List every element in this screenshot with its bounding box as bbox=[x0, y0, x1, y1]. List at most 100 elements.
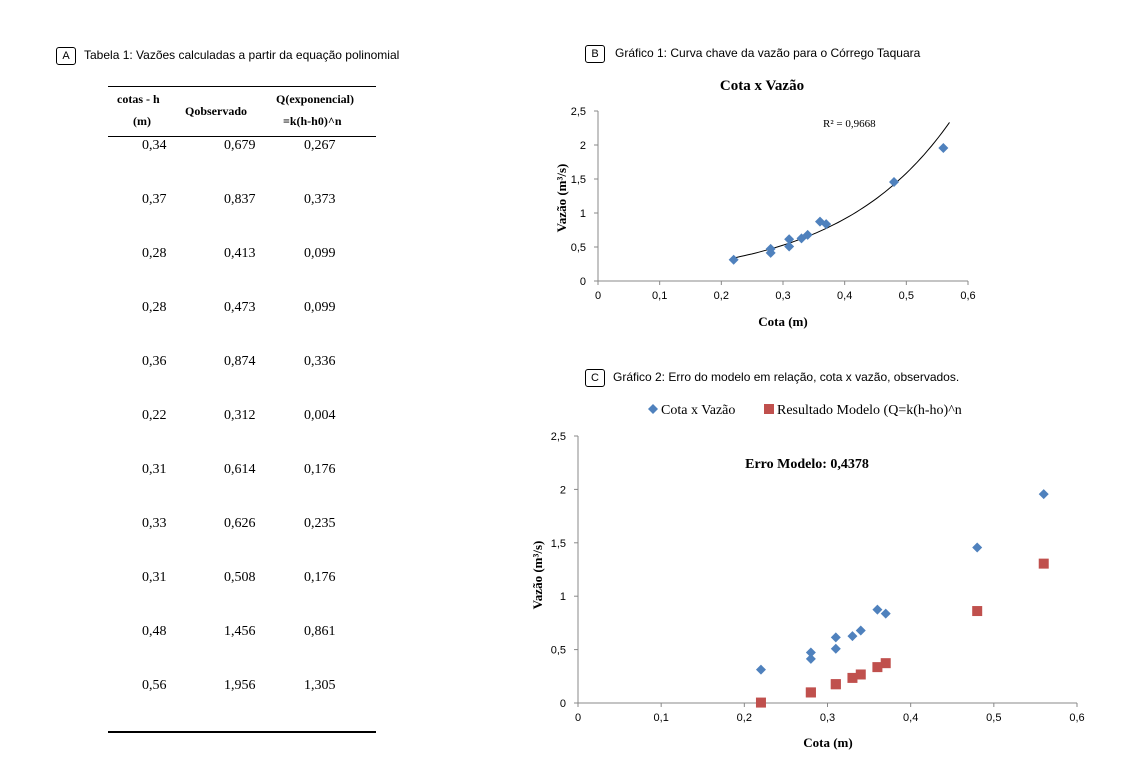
cell-qobservado: 0,874 bbox=[224, 354, 256, 369]
chart-1-caption: Gráfico 1: Curva chave da vazão para o C… bbox=[615, 46, 921, 60]
chart-2-observed-point bbox=[830, 643, 841, 654]
cell-qexponencial: 0,336 bbox=[304, 354, 336, 369]
header-cotas: cotas - h bbox=[117, 92, 160, 106]
chart-2-observed-point bbox=[972, 542, 983, 553]
table-header-rule bbox=[108, 136, 376, 137]
cell-qobservado: 0,413 bbox=[224, 246, 256, 261]
chart-1-y-tick-label: 1,5 bbox=[571, 174, 586, 186]
cell-qexponencial: 0,235 bbox=[304, 516, 336, 531]
chart-2-model-point bbox=[855, 669, 866, 680]
cell-qexponencial: 0,004 bbox=[304, 408, 336, 423]
chart-1-point bbox=[815, 216, 825, 227]
legend-series-1-label: Cota x Vazão bbox=[661, 403, 735, 418]
chart-1-x-tick-label: 0,6 bbox=[960, 290, 975, 302]
chart-2-observed-point bbox=[847, 631, 858, 642]
chart-1-point bbox=[821, 219, 832, 230]
chart-1-point bbox=[765, 243, 776, 254]
cell-qobservado: 1,956 bbox=[224, 678, 256, 693]
chart-1-y-tick-label: 1 bbox=[580, 208, 586, 220]
panel-a-tag: A bbox=[56, 47, 76, 65]
chart-2-observed-point bbox=[872, 604, 883, 615]
chart-1-y-tick-label: 0,5 bbox=[571, 242, 586, 254]
legend-diamond-marker bbox=[648, 404, 658, 414]
chart-1-point bbox=[796, 233, 807, 244]
chart-1-x-tick-label: 0,3 bbox=[775, 290, 790, 302]
chart-1-x-tick-label: 0 bbox=[595, 290, 601, 302]
chart-2-observed-point bbox=[880, 608, 891, 619]
chart-2-x-tick-label: 0,4 bbox=[903, 712, 918, 724]
chart-2-model-point bbox=[972, 606, 983, 617]
chart-2-observed-point bbox=[830, 632, 841, 643]
table-top-rule bbox=[108, 86, 376, 87]
chart-1-title: Cota x Vazão bbox=[720, 78, 804, 94]
chart-2-x-tick-label: 0,6 bbox=[1069, 712, 1084, 724]
chart-2-y-tick-label: 1,5 bbox=[551, 538, 566, 550]
cell-cota: 0,34 bbox=[142, 138, 167, 153]
chart-2-y-label: Vazão (m³/s) bbox=[530, 541, 545, 610]
table-caption: Tabela 1: Vazões calculadas a partir da … bbox=[84, 48, 400, 62]
chart-2-caption: Gráfico 2: Erro do modelo em relação, co… bbox=[613, 370, 960, 384]
chart-2-y-tick-label: 2,5 bbox=[551, 431, 566, 443]
chart-2-model-point bbox=[872, 662, 883, 673]
cell-qobservado: 0,473 bbox=[224, 300, 256, 315]
cell-qobservado: 0,312 bbox=[224, 408, 256, 423]
chart-1-y-tick-label: 0 bbox=[580, 276, 586, 288]
chart-1-y-label: Vazão (m³/s) bbox=[554, 164, 569, 233]
chart-2-y-tick-label: 1 bbox=[560, 591, 566, 603]
header-qexponencial: Q(exponencial) bbox=[276, 92, 354, 106]
cell-cota: 0,31 bbox=[142, 570, 167, 585]
cell-cota: 0,33 bbox=[142, 516, 167, 531]
header-qexponencial-formula: =k(h-h0)^n bbox=[283, 114, 342, 128]
panel-b-tag: B bbox=[585, 45, 605, 63]
chart-2-observed-point bbox=[805, 647, 816, 658]
chart-1-point bbox=[728, 254, 739, 265]
cell-qexponencial: 0,267 bbox=[304, 138, 336, 153]
chart-1-trendline bbox=[733, 122, 950, 259]
chart-1-point bbox=[938, 142, 949, 153]
chart-2-x-tick-label: 0,2 bbox=[737, 712, 752, 724]
chart-2-y-tick-label: 2 bbox=[560, 484, 566, 496]
chart-2-x-tick-label: 0,3 bbox=[820, 712, 835, 724]
cell-qexponencial: 0,861 bbox=[304, 624, 336, 639]
chart-1-point bbox=[784, 234, 795, 245]
chart-1-point bbox=[889, 176, 899, 187]
chart-2-y-tick-label: 0,5 bbox=[551, 645, 566, 657]
cell-qobservado: 0,614 bbox=[224, 462, 256, 477]
chart-2-observed-point bbox=[805, 653, 816, 664]
chart-1-x-tick-label: 0,1 bbox=[652, 290, 667, 302]
chart-1-x-label: Cota (m) bbox=[758, 314, 807, 329]
chart-2-x-label: Cota (m) bbox=[803, 735, 852, 750]
chart-2-observed-point bbox=[1038, 489, 1049, 500]
cell-qobservado: 0,508 bbox=[224, 570, 256, 585]
cell-cota: 0,22 bbox=[142, 408, 167, 423]
chart-1-y-tick-label: 2,5 bbox=[571, 106, 586, 118]
cell-cota: 0,48 bbox=[142, 624, 167, 639]
chart-2-model-point bbox=[805, 687, 816, 698]
chart-2-model-point bbox=[830, 679, 841, 690]
chart-1-point bbox=[765, 247, 776, 258]
cell-qobservado: 0,679 bbox=[224, 138, 256, 153]
cell-qobservado: 0,837 bbox=[224, 192, 256, 207]
cell-qexponencial: 0,176 bbox=[304, 462, 336, 477]
cell-cota: 0,37 bbox=[142, 192, 167, 207]
cell-qobservado: 1,456 bbox=[224, 624, 256, 639]
chart-2-observed-point bbox=[755, 664, 766, 675]
chart-2-model-point bbox=[805, 687, 816, 698]
chart-2-model-point bbox=[830, 679, 841, 690]
chart-1-x-tick-label: 0,4 bbox=[837, 290, 852, 302]
cell-cota: 0,28 bbox=[142, 300, 167, 315]
chart-2-model-point bbox=[755, 697, 766, 708]
chart-2-model-point bbox=[847, 672, 858, 683]
chart-1-r2-annotation: R² = 0,9668 bbox=[823, 118, 876, 130]
chart-1-point bbox=[802, 229, 813, 240]
cell-qexponencial: 0,176 bbox=[304, 570, 336, 585]
chart-2-x-tick-label: 0,1 bbox=[654, 712, 669, 724]
cell-cota: 0,31 bbox=[142, 462, 167, 477]
cell-qexponencial: 0,099 bbox=[304, 300, 336, 315]
chart-2-model-point bbox=[1038, 558, 1049, 569]
chart-2-x-tick-label: 0,5 bbox=[986, 712, 1001, 724]
cell-cota: 0,56 bbox=[142, 678, 167, 693]
cell-cota: 0,28 bbox=[142, 246, 167, 261]
cell-qobservado: 0,626 bbox=[224, 516, 256, 531]
chart-2-title: Erro Modelo: 0,4378 bbox=[745, 457, 869, 472]
